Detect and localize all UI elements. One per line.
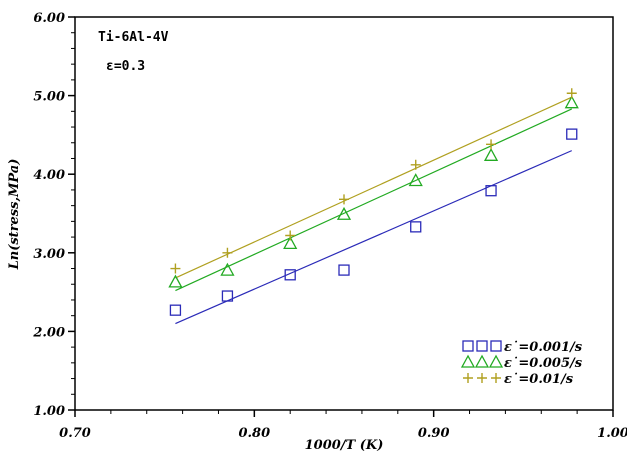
data-point-square <box>410 221 422 233</box>
data-point-triangle <box>283 236 298 250</box>
legend-symbol-triangle <box>460 354 476 368</box>
fit-line-square <box>175 150 572 325</box>
data-point-plus <box>339 194 349 205</box>
legend-symbol-triangle <box>488 354 504 368</box>
data-point-plus <box>486 139 497 150</box>
legend-label: ε˙=0.01/s <box>504 372 574 387</box>
legend: ε˙=0.001/sε˙=0.005/sε˙=0.01/s <box>460 340 583 387</box>
legend-symbol-square <box>490 340 502 352</box>
legend-symbol-square <box>476 340 488 352</box>
strain-annotation: ε=0.3 <box>106 59 145 74</box>
x-tick-label: 1.00 <box>597 426 627 441</box>
x-tick-label: 0.90 <box>418 426 450 441</box>
data-point-square <box>221 290 234 302</box>
x-axis-label: 1000/T (K) <box>305 438 384 453</box>
x-tick-label: 0.70 <box>59 426 91 441</box>
axis-ticks: 0.70 0.80 0.90 1.00 1.00 2.00 3.00 4.00 5.00 6.00 <box>32 11 627 441</box>
data-point-triangle <box>168 274 183 288</box>
y-tick-label: 4.00 <box>33 168 65 183</box>
data-point-square <box>566 128 578 140</box>
data-point-square <box>338 264 350 276</box>
data-point-triangle <box>220 262 235 276</box>
legend-label: ε˙=0.001/s <box>504 340 583 355</box>
legend-symbol-plus <box>491 373 501 383</box>
legend-symbol-square <box>462 340 474 352</box>
y-tick-label: 1.00 <box>33 404 65 419</box>
y-tick-label: 5.00 <box>33 90 65 105</box>
legend-label: ε˙=0.005/s <box>504 356 583 371</box>
x-tick-label: 0.80 <box>238 426 270 441</box>
data-markers <box>168 88 579 316</box>
data-point-square <box>284 269 296 281</box>
data-point-plus <box>170 263 181 274</box>
fit-lines <box>175 96 573 325</box>
data-point-square <box>485 185 497 197</box>
data-point-plus <box>566 88 577 99</box>
fit-line-triangle <box>175 108 573 292</box>
legend-symbol-plus <box>477 373 487 383</box>
y-tick-label: 3.00 <box>33 247 65 262</box>
fit-line-plus <box>175 96 573 279</box>
y-tick-label: 2.00 <box>32 325 65 340</box>
legend-symbol-triangle <box>474 354 490 368</box>
y-axis-label: Ln(stress,MPa) <box>7 159 22 271</box>
data-point-triangle <box>408 173 423 187</box>
data-point-triangle <box>483 147 499 161</box>
plot-frame <box>74 16 614 411</box>
y-tick-label: 6.00 <box>33 11 65 26</box>
alloy-annotation: Ti-6Al-4V <box>98 30 169 45</box>
data-point-plus <box>285 230 296 241</box>
data-point-triangle <box>564 95 579 109</box>
legend-symbol-plus <box>463 373 473 383</box>
data-point-triangle <box>336 206 352 220</box>
data-point-plus <box>222 247 233 258</box>
data-point-square <box>169 304 182 316</box>
data-point-plus <box>410 159 421 170</box>
